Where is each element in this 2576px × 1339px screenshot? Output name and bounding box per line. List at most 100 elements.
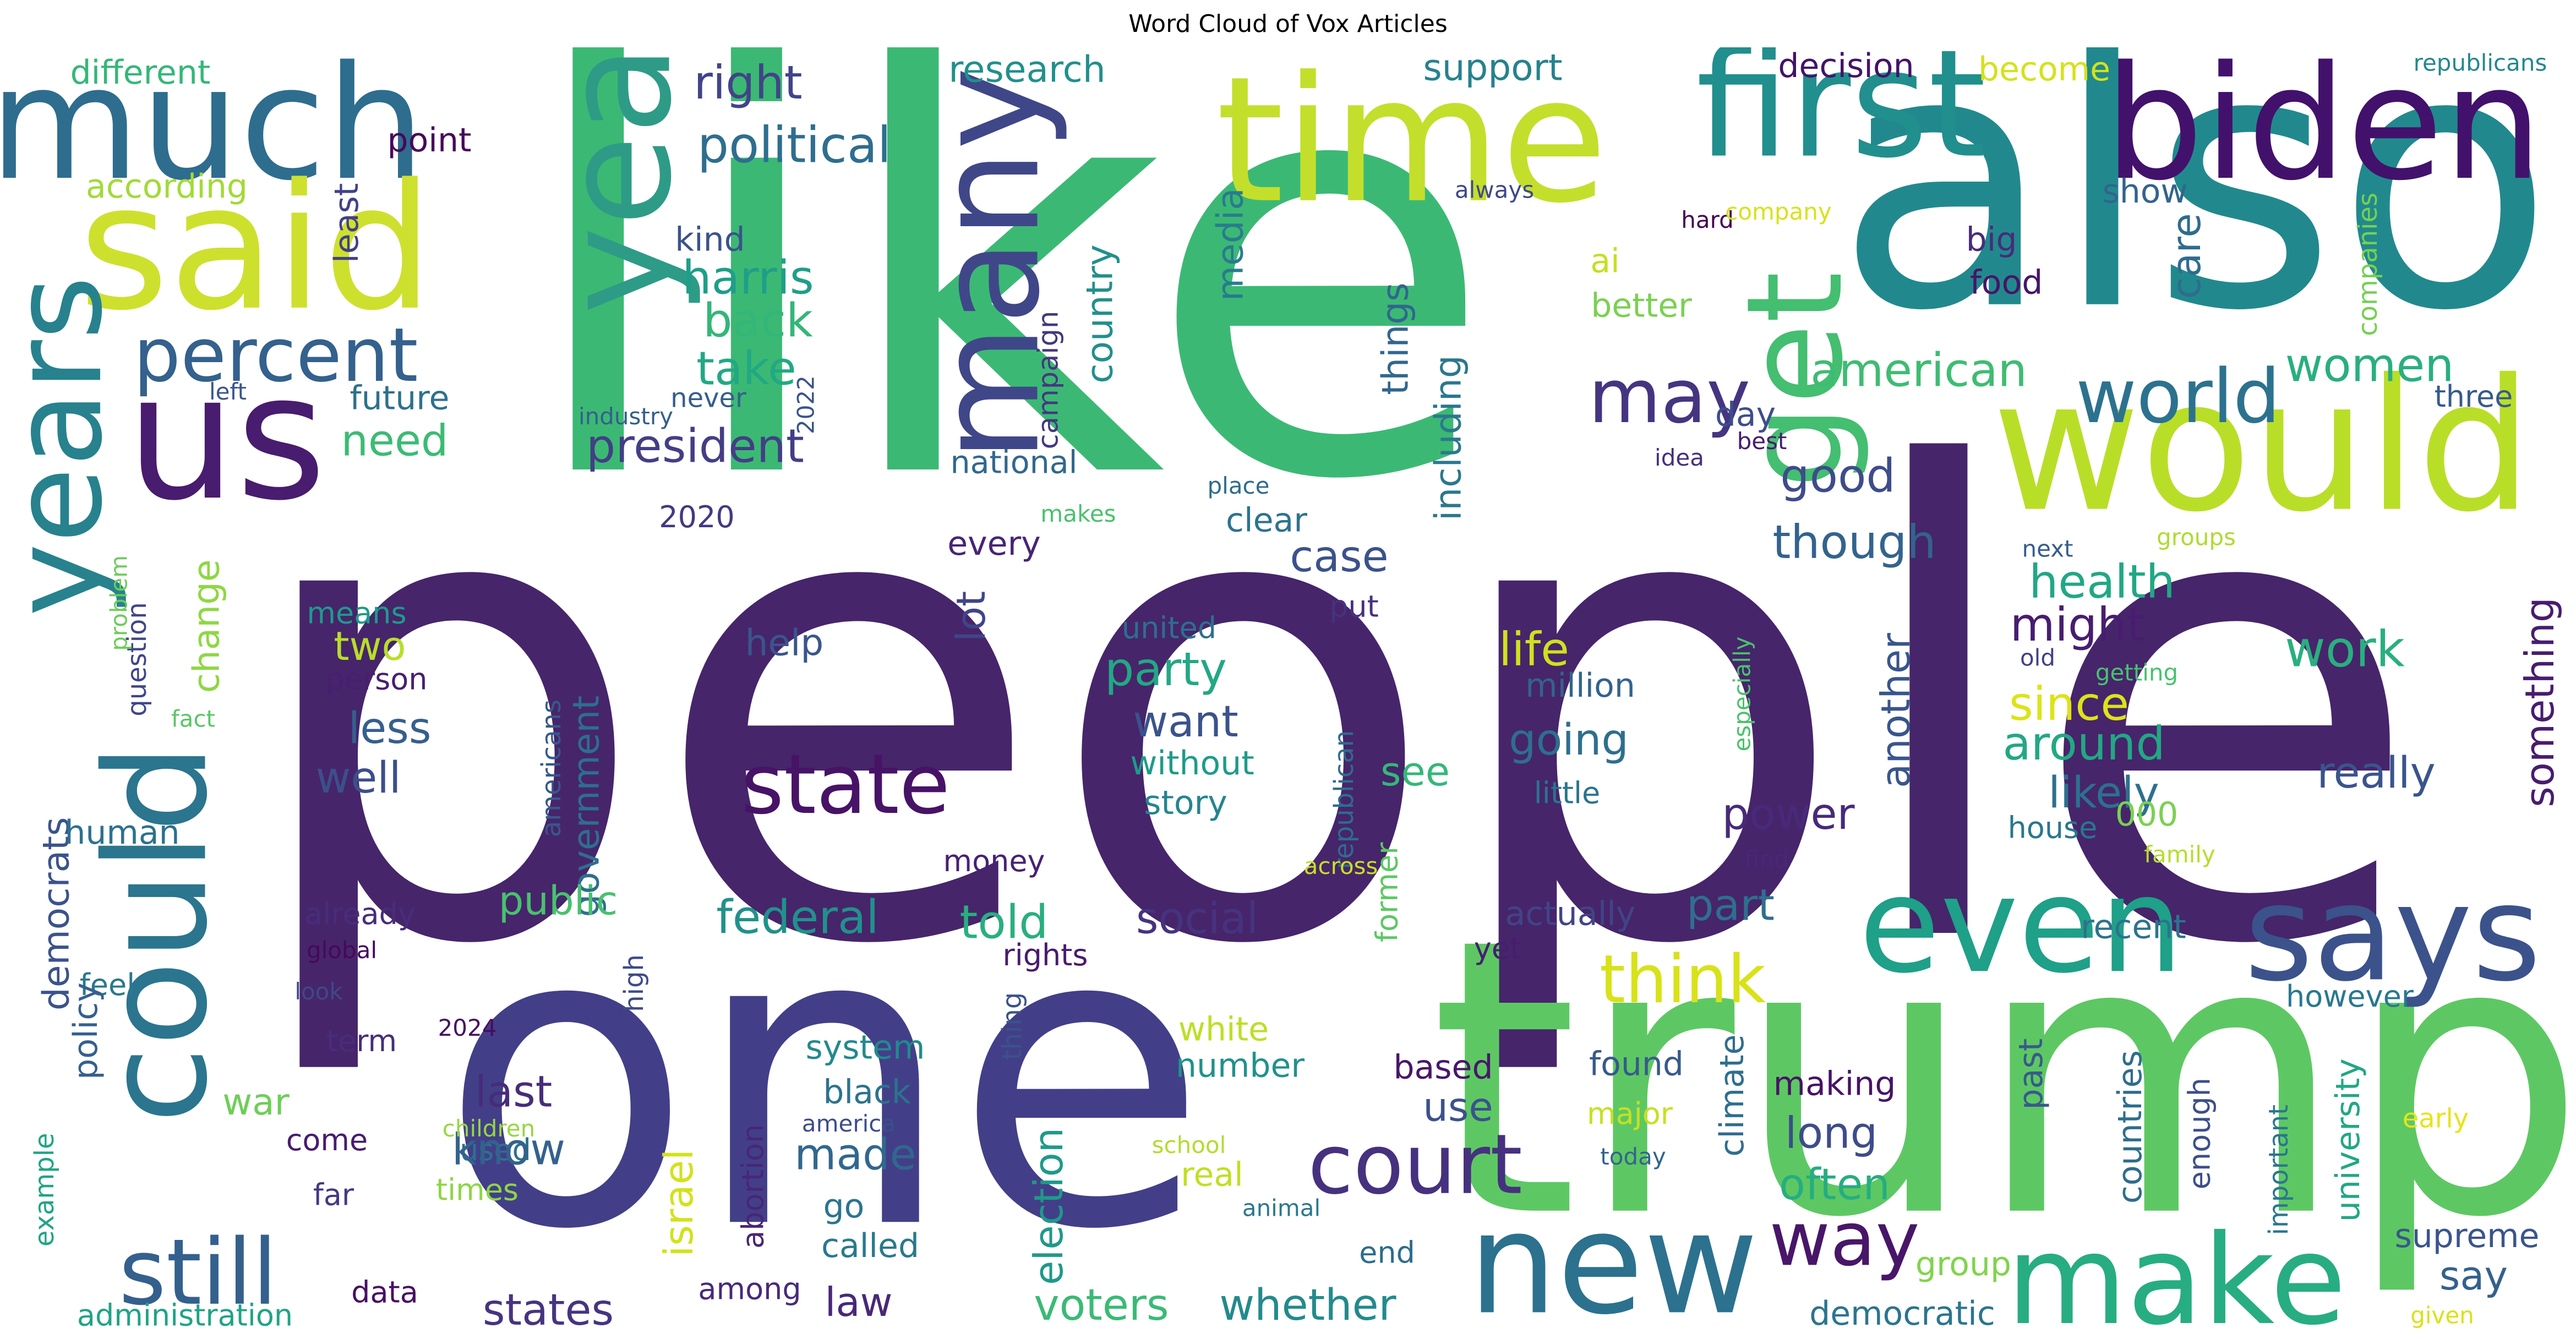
word-made: made: [794, 1130, 916, 1180]
word-many: many: [908, 67, 1071, 462]
word-two: two: [334, 623, 406, 669]
word-media: media: [1209, 188, 1252, 301]
word-might: might: [2010, 598, 2145, 652]
word-states: states: [483, 1286, 614, 1335]
word-place: place: [1208, 472, 1270, 499]
word-really: really: [2317, 748, 2436, 798]
word-left: left: [209, 378, 247, 405]
word-though: though: [1772, 515, 1936, 569]
word-want: want: [1133, 697, 1238, 747]
word-including: including: [1427, 355, 1470, 521]
word-always: always: [1455, 177, 1534, 204]
word-still: still: [119, 1220, 277, 1325]
word-far: far: [313, 1177, 354, 1212]
word-back: back: [703, 293, 813, 347]
word-day: day: [1715, 396, 1776, 434]
word-called: called: [821, 1227, 919, 1265]
word-republican: republican: [1329, 730, 1360, 870]
word-across: across: [1304, 852, 1378, 879]
word-well: well: [315, 753, 401, 803]
word-something: something: [2517, 597, 2563, 807]
word-former: former: [1370, 842, 1405, 942]
word-example: example: [29, 1133, 60, 1247]
word-women: women: [2285, 338, 2454, 392]
word-also: also: [1835, 47, 2553, 389]
word-united: united: [1122, 610, 1216, 645]
word-group: group: [1915, 1245, 2011, 1283]
word-means: means: [307, 595, 406, 630]
word-making: making: [1773, 1065, 1896, 1103]
word-said: said: [79, 147, 434, 349]
word-think: think: [1600, 942, 1766, 1018]
word-different: different: [70, 53, 211, 92]
word-help: help: [745, 621, 824, 664]
word-groups: groups: [2157, 523, 2236, 550]
word-israel: israel: [656, 1149, 702, 1257]
word-enough: enough: [2182, 1078, 2217, 1189]
word-2020: 2020: [659, 500, 734, 534]
word-one: one: [440, 839, 1208, 1319]
word-family: family: [2144, 841, 2215, 868]
word-term: term: [326, 1024, 397, 1058]
word-next: next: [2022, 535, 2073, 562]
word-makes: makes: [1040, 500, 1116, 527]
word-american: american: [1810, 343, 2027, 397]
word-trump: trump: [1429, 857, 2573, 1300]
word-big: big: [1966, 220, 2017, 259]
word-often: often: [1779, 1160, 1890, 1210]
word-since: since: [2009, 677, 2129, 731]
word-america: america: [802, 1110, 896, 1137]
word-right: right: [694, 56, 802, 110]
word-today: today: [1600, 1143, 1666, 1170]
word-us: us: [126, 337, 326, 539]
word-point: point: [388, 121, 472, 160]
word-percent: percent: [133, 312, 418, 398]
word-university: university: [2329, 1058, 2367, 1222]
word-new: new: [1468, 1182, 1758, 1336]
word-long: long: [1785, 1109, 1878, 1158]
word-problem: problem: [106, 555, 133, 651]
word-party: party: [1105, 642, 1227, 696]
word-state: state: [741, 737, 950, 833]
word-hard: hard: [1681, 206, 1734, 233]
word-election: election: [1025, 1128, 1072, 1285]
word-national: national: [951, 445, 1078, 481]
word-health: health: [2029, 555, 2175, 609]
word-become: become: [1978, 50, 2110, 89]
word-rights: rights: [1003, 938, 1088, 972]
word-even: even: [1859, 848, 2183, 1002]
word-old: old: [2020, 644, 2055, 671]
word-countries: countries: [2111, 1050, 2149, 1204]
word-already: already: [304, 897, 416, 931]
word-power: power: [1722, 790, 1855, 839]
word-part: part: [1687, 881, 1775, 930]
word-decision: decision: [1778, 47, 1914, 85]
word-company: company: [1725, 198, 1831, 225]
word-early: early: [2403, 1103, 2469, 1134]
word-get: get: [1718, 271, 1872, 488]
word-never: never: [670, 383, 746, 414]
word-make: make: [2006, 1209, 2346, 1336]
word-thing: thing: [997, 992, 1028, 1061]
word-money: money: [943, 844, 1045, 878]
word-use: use: [1423, 1084, 1493, 1130]
word-clear: clear: [1226, 501, 1307, 540]
word-likely: likely: [2048, 768, 2159, 818]
word-last: last: [475, 1068, 553, 1117]
word-million: million: [1525, 666, 1635, 705]
word-recent: recent: [2081, 908, 2186, 946]
word-another: another: [1873, 633, 1919, 788]
word-case: case: [1290, 532, 1388, 582]
word-way: way: [1769, 1196, 1919, 1282]
word-feel: feel: [80, 968, 135, 1002]
word-high: high: [619, 954, 650, 1012]
word-idea: idea: [1655, 444, 1704, 471]
word-school: school: [1152, 1132, 1226, 1158]
word-life: life: [1499, 622, 1569, 676]
word-need: need: [341, 417, 449, 466]
word-major: major: [1587, 1096, 1673, 1131]
word-number: number: [1176, 1047, 1305, 1085]
word-future: future: [350, 379, 450, 418]
word-based: based: [1393, 1048, 1493, 1087]
